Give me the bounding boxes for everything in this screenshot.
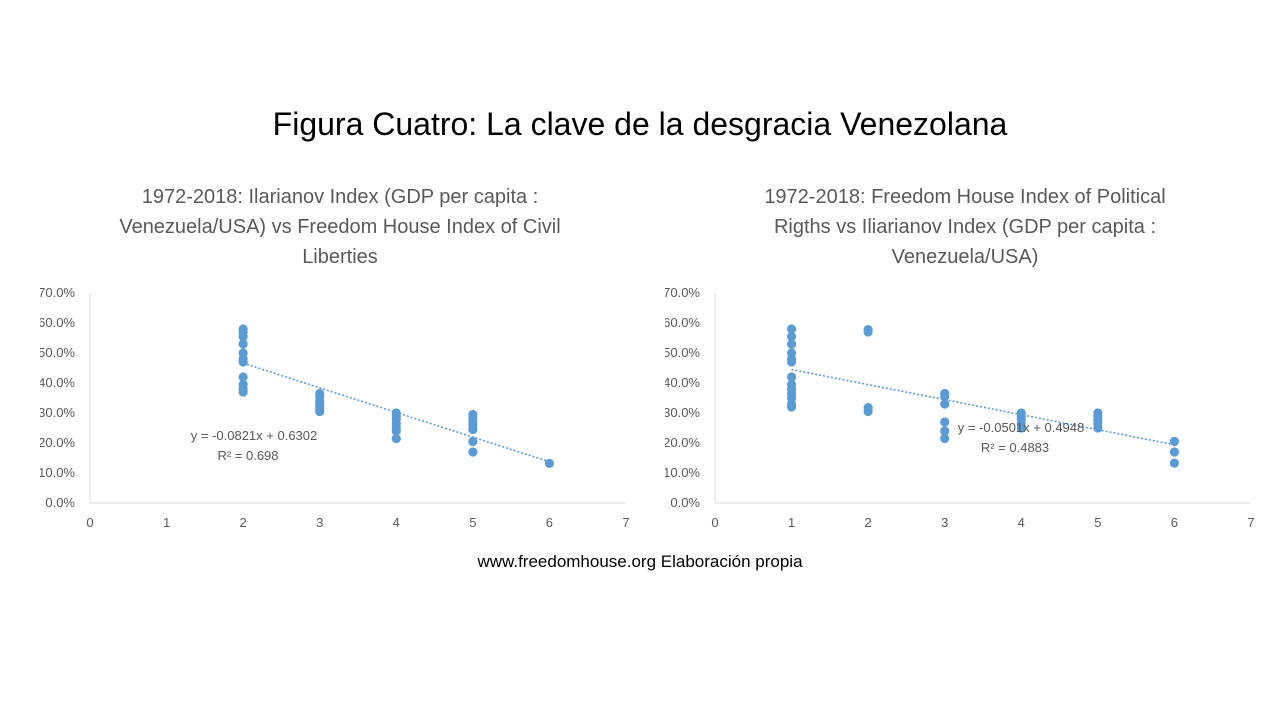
x-tick-label: 4: [393, 515, 400, 530]
chart-title-line-2: Venezuela/USA) vs Freedom House Index of…: [119, 216, 561, 238]
chart-title-line-2: Rigths vs Iliarianov Index (GDP per capi…: [773, 216, 1157, 238]
y-tick-label: 30.0%: [665, 405, 700, 420]
data-point: [391, 426, 401, 436]
x-tick-label: 5: [1094, 515, 1101, 530]
x-tick-label: 6: [1171, 515, 1178, 530]
x-tick-label: 0: [86, 515, 93, 530]
data-point: [786, 339, 797, 349]
x-tick-label: 1: [788, 515, 795, 530]
chart-title: 1972-2018: Freedom House Index of Politi…: [665, 182, 1265, 272]
data-point: [1093, 423, 1103, 433]
data-point: [468, 424, 478, 435]
y-tick-label: 0.0%: [670, 495, 700, 510]
x-tick-label: 5: [469, 515, 476, 530]
scatter-plot: 0.0% 10.0% 20.0% 30.0% 40.0% 50.0% 60.0% 70.0% 0…: [40, 285, 630, 530]
data-point: [940, 433, 950, 444]
x-tick-label: 7: [1247, 515, 1254, 530]
slide-title: Figura Cuatro: La clave de la desgracia …: [272, 106, 1008, 142]
y-tick-label: 70.0%: [665, 285, 700, 300]
y-tick-label: 50.0%: [665, 345, 700, 360]
data-point: [238, 357, 248, 367]
y-tick-label: 60.0%: [665, 315, 700, 330]
data-point: [786, 331, 797, 342]
data-point: [1016, 423, 1026, 433]
x-tick-label: 3: [316, 515, 323, 530]
chart-title-line-1: 1972-2018: Ilarianov Index (GDP per capi…: [141, 186, 539, 208]
data-point: [238, 331, 248, 342]
data-point: [786, 357, 797, 367]
scatter-plot: 0.0% 10.0% 20.0% 30.0% 40.0% 50.0% 60.0% 70.0% 0…: [665, 285, 1255, 530]
data-point: [1169, 436, 1180, 447]
data-point: [940, 417, 950, 427]
y-tick-label: 30.0%: [40, 405, 75, 420]
chart-title: 1972-2018: Ilarianov Index (GDP per capi…: [40, 182, 640, 272]
data-point: [940, 399, 950, 409]
data-point: [786, 402, 797, 412]
data-point: [940, 426, 950, 436]
y-tick-label: 50.0%: [40, 345, 75, 360]
data-point: [1169, 458, 1180, 468]
data-point: [544, 458, 555, 468]
y-tick-label: 10.0%: [40, 465, 75, 480]
x-tick-label: 4: [1018, 515, 1025, 530]
y-tick-label: 70.0%: [40, 285, 75, 300]
data-point: [786, 372, 797, 382]
x-tick-label: 2: [240, 515, 247, 530]
trendline-equation: y = -0.0501x + 0.4948: [958, 420, 1084, 435]
x-tick-label: 0: [711, 515, 718, 530]
data-point: [391, 433, 401, 444]
data-point: [315, 406, 325, 417]
data-point: [238, 387, 248, 397]
data-point: [863, 406, 873, 417]
y-tick-label: 60.0%: [40, 315, 75, 330]
data-point: [1169, 447, 1180, 457]
source-footer: www.freedomhouse.org Elaboración propia: [477, 552, 803, 571]
chart-political-rights: 1972-2018: Freedom House Index of Politi…: [665, 178, 1265, 538]
data-point: [940, 391, 950, 402]
data-point: [786, 324, 797, 334]
chart-title-line-3: Venezuela/USA): [891, 246, 1039, 268]
r-squared-label: R² = 0.698: [217, 448, 278, 463]
y-tick-label: 40.0%: [40, 375, 75, 390]
data-point: [238, 372, 248, 382]
y-tick-label: 20.0%: [665, 435, 700, 450]
trendline-equation: y = -0.0821x + 0.6302: [191, 428, 317, 443]
y-tick-label: 20.0%: [40, 435, 75, 450]
x-tick-label: 2: [865, 515, 872, 530]
y-tick-label: 10.0%: [665, 465, 700, 480]
x-tick-label: 7: [622, 515, 629, 530]
chart-civil-liberties: 1972-2018: Ilarianov Index (GDP per capi…: [40, 178, 640, 538]
x-tick-label: 3: [941, 515, 948, 530]
trendline: [791, 368, 1175, 446]
r-squared-label: R² = 0.4883: [981, 440, 1049, 455]
data-point: [468, 436, 478, 447]
data-point: [238, 339, 248, 349]
chart-title-line-1: 1972-2018: Freedom House Index of Politi…: [764, 186, 1166, 208]
y-tick-label: 40.0%: [665, 375, 700, 390]
x-tick-label: 1: [163, 515, 170, 530]
data-point: [863, 327, 873, 337]
data-point: [468, 447, 478, 457]
y-tick-label: 0.0%: [45, 495, 75, 510]
chart-title-line-3: Liberties: [302, 246, 378, 268]
x-tick-label: 6: [546, 515, 553, 530]
